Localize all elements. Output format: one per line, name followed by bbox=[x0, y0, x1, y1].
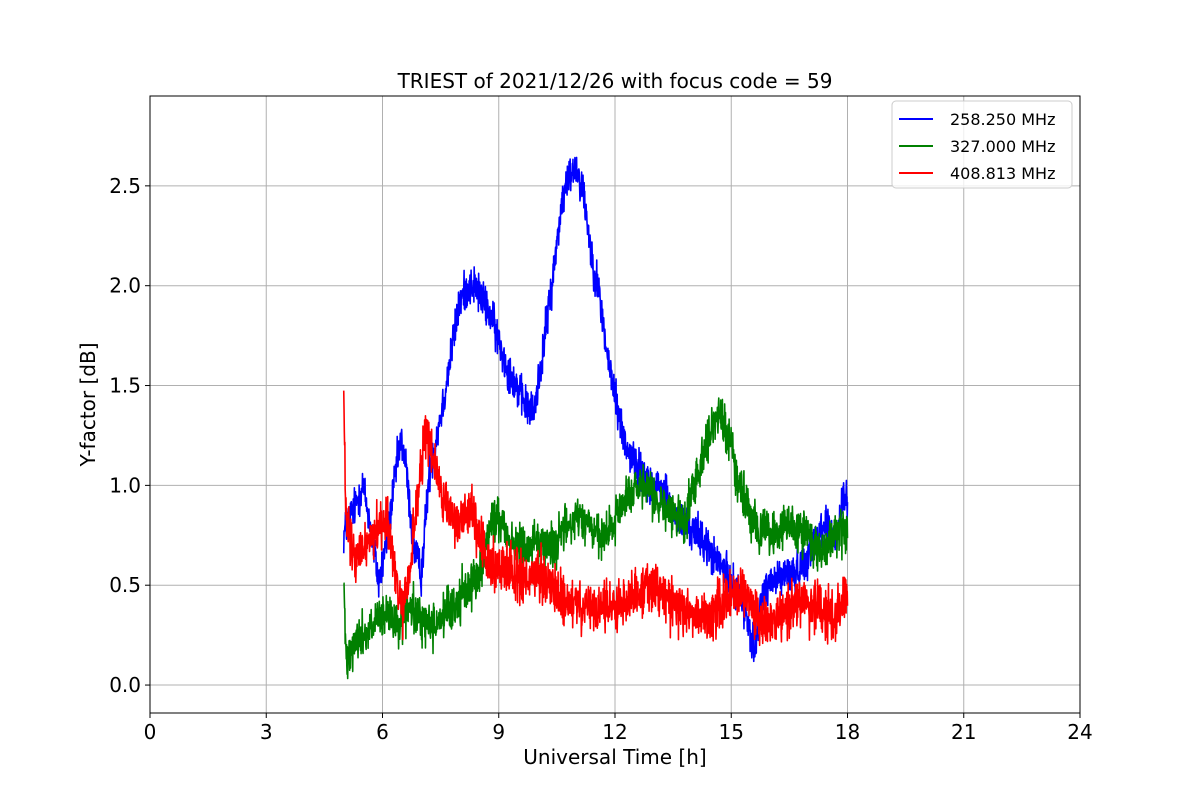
y-axis: 0.0 0.5 1.0 1.5 2.0 2.5 bbox=[109, 174, 150, 697]
y-tick-label: 2.5 bbox=[109, 174, 141, 198]
y-tick-label: 2.0 bbox=[109, 274, 141, 298]
chart-title: TRIEST of 2021/12/26 with focus code = 5… bbox=[397, 69, 833, 93]
legend-label: 408.813 MHz bbox=[950, 164, 1055, 183]
x-tick-label: 15 bbox=[719, 720, 744, 744]
x-tick-label: 3 bbox=[260, 720, 273, 744]
y-axis-label: Y-factor [dB] bbox=[76, 342, 100, 467]
x-axis: 0 3 6 9 12 15 18 21 24 bbox=[144, 713, 1093, 744]
y-tick-label: 1.0 bbox=[109, 473, 141, 497]
x-axis-label: Universal Time [h] bbox=[523, 745, 706, 769]
x-tick-label: 0 bbox=[144, 720, 157, 744]
y-tick-label: 0.0 bbox=[109, 673, 141, 697]
x-tick-label: 9 bbox=[492, 720, 505, 744]
x-tick-label: 18 bbox=[835, 720, 860, 744]
series-layer bbox=[342, 156, 849, 680]
x-tick-label: 6 bbox=[376, 720, 389, 744]
legend: 258.250 MHz 327.000 MHz 408.813 MHz bbox=[891, 100, 1073, 189]
x-tick-label: 12 bbox=[602, 720, 627, 744]
series-line-327-000-mhz bbox=[343, 397, 849, 680]
series-line-408-813-mhz bbox=[342, 390, 849, 647]
x-tick-label: 24 bbox=[1067, 720, 1092, 744]
legend-box bbox=[891, 100, 1073, 189]
x-tick-label: 21 bbox=[951, 720, 976, 744]
y-tick-label: 1.5 bbox=[109, 374, 141, 398]
legend-label: 327.000 MHz bbox=[950, 137, 1055, 156]
legend-label: 258.250 MHz bbox=[950, 110, 1055, 129]
y-tick-label: 0.5 bbox=[109, 573, 141, 597]
